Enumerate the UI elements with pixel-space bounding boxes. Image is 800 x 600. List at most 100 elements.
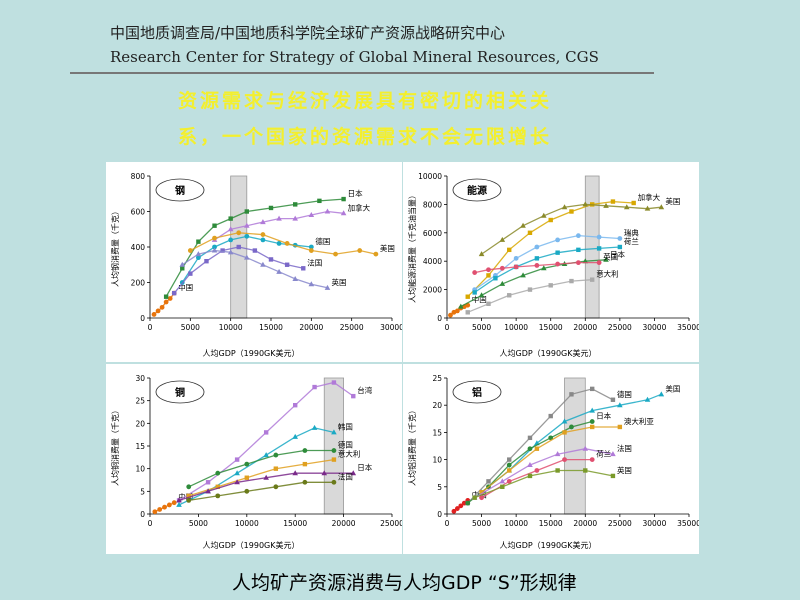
data-point xyxy=(151,312,157,317)
data-point xyxy=(575,233,581,239)
y-tick-label: 15 xyxy=(432,428,442,437)
y-tick-label: 10 xyxy=(432,456,442,465)
x-tick-label: 10000 xyxy=(504,323,528,332)
x-tick-label: 20000 xyxy=(573,323,597,332)
data-point xyxy=(263,452,269,458)
data-point xyxy=(590,424,595,430)
data-point xyxy=(548,435,554,441)
data-point xyxy=(331,457,337,462)
data-point xyxy=(610,451,616,457)
chart-energy: 0 5000 10000 15000 20000 25000 30000 35000 0 2000… xyxy=(407,172,701,358)
series-label: 荷兰 xyxy=(624,236,639,246)
data-point xyxy=(644,396,651,402)
data-point xyxy=(548,283,553,288)
data-point xyxy=(562,430,567,435)
x-tick-label: 10000 xyxy=(219,323,243,332)
series-line xyxy=(178,381,354,501)
data-point xyxy=(260,237,266,243)
x-axis-label: 人均GDP（1990GK美元） xyxy=(500,348,597,358)
data-point xyxy=(596,260,602,266)
data-point xyxy=(195,251,202,257)
x-tick-label: 5000 xyxy=(472,519,491,528)
data-point xyxy=(186,484,192,490)
y-tick-label: 5 xyxy=(437,483,442,492)
x-tick-label: 10000 xyxy=(235,519,259,528)
y-axis-label: 人均能源消费量（千克油当量） xyxy=(407,191,417,303)
data-point xyxy=(212,244,217,250)
data-point xyxy=(212,235,217,241)
series-label: 美国 xyxy=(380,243,395,253)
data-point xyxy=(196,255,201,261)
y-tick-label: 600 xyxy=(131,208,146,217)
data-point xyxy=(302,448,308,453)
data-point xyxy=(472,270,478,275)
x-tick-label: 0 xyxy=(445,323,450,332)
data-point xyxy=(582,201,589,207)
data-point xyxy=(273,452,279,458)
series-label: 中国 xyxy=(178,282,193,292)
data-point xyxy=(631,200,636,206)
data-point xyxy=(658,204,665,210)
x-tick-label: 0 xyxy=(148,323,153,332)
data-point xyxy=(308,281,315,287)
x-axis-label: 人均GDP（1990GK美元） xyxy=(500,540,597,550)
data-point xyxy=(276,268,282,274)
series-label: 日本 xyxy=(357,462,372,472)
data-point xyxy=(472,290,477,295)
data-point xyxy=(576,247,581,253)
series-label: 中国 xyxy=(472,294,487,304)
chart-aluminum: 0 5000 10000 15000 20000 25000 30000 35000 0 5 10 1… xyxy=(407,374,701,550)
data-point xyxy=(583,468,588,473)
data-point xyxy=(458,303,464,309)
y-tick-label: 25 xyxy=(135,397,145,406)
y-tick-label: 0 xyxy=(140,510,145,519)
data-point xyxy=(617,424,623,430)
series-label: 日本 xyxy=(610,249,625,259)
data-point xyxy=(499,265,505,271)
x-tick-label: 15000 xyxy=(539,519,563,528)
series-label: 台湾 xyxy=(357,385,372,395)
data-point xyxy=(263,430,269,435)
x-tick-label: 20000 xyxy=(332,519,356,528)
data-point xyxy=(590,386,595,392)
data-point xyxy=(610,397,616,402)
data-point xyxy=(534,446,540,451)
y-tick-label: 30 xyxy=(135,374,145,383)
data-point xyxy=(561,418,568,424)
data-point xyxy=(499,236,506,242)
data-point xyxy=(555,261,561,267)
data-point xyxy=(236,230,242,236)
data-point xyxy=(569,392,574,397)
data-point xyxy=(317,198,322,204)
data-point xyxy=(188,271,193,276)
y-tick-label: 20 xyxy=(432,401,442,410)
y-tick-label: 20 xyxy=(135,419,145,428)
data-point xyxy=(507,457,512,462)
data-point xyxy=(507,293,512,298)
data-point xyxy=(268,257,274,262)
data-point xyxy=(357,248,363,253)
data-point xyxy=(205,480,211,485)
data-point xyxy=(324,208,331,214)
data-point xyxy=(176,497,182,503)
data-point xyxy=(472,495,477,500)
chart-title: 钢 xyxy=(175,184,185,197)
series-label: 英国 xyxy=(603,252,618,262)
data-point xyxy=(308,244,314,250)
data-point xyxy=(617,402,623,408)
data-point xyxy=(534,256,540,261)
data-point xyxy=(186,498,192,503)
data-point xyxy=(527,435,533,441)
series-label: 德国 xyxy=(338,440,353,450)
data-point xyxy=(562,457,567,462)
data-point xyxy=(534,244,540,250)
data-point xyxy=(465,310,470,315)
data-point xyxy=(205,488,211,494)
series-label: 法国 xyxy=(338,471,353,481)
series-label: 法国 xyxy=(307,257,322,267)
y-tick-label: 2000 xyxy=(423,286,442,295)
data-point xyxy=(527,230,533,235)
series-line xyxy=(467,200,634,298)
data-point xyxy=(479,490,484,495)
y-tick-label: 400 xyxy=(131,243,146,252)
